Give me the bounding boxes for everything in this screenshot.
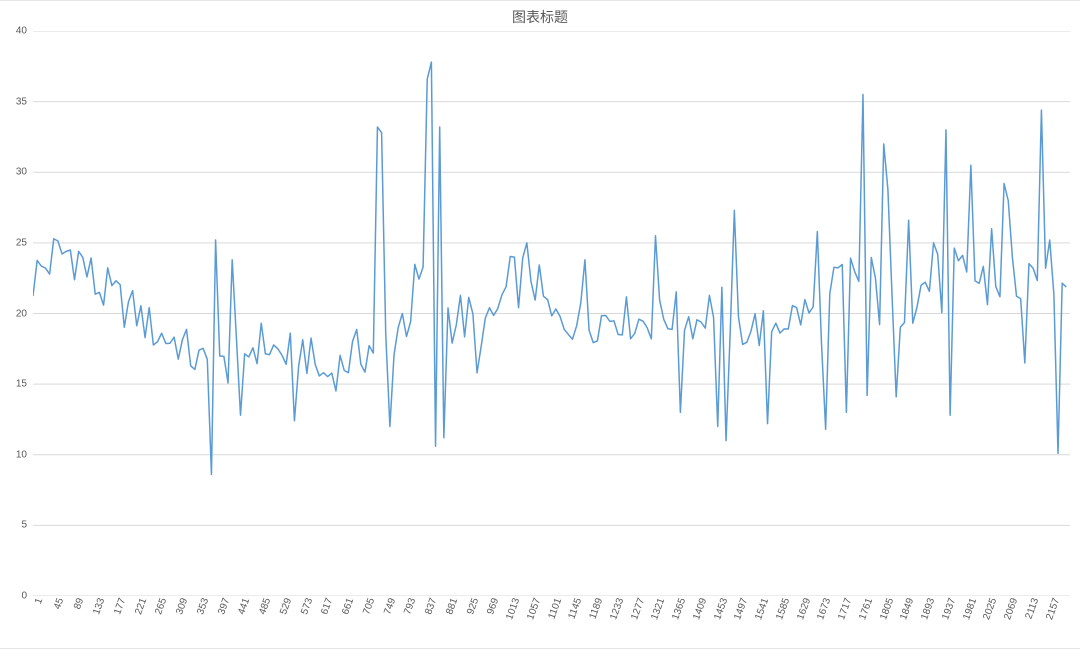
x-tick-label: 529 [276,596,294,616]
x-tick-label: 1541 [752,596,772,621]
x-tick-label: 2157 [1042,596,1062,621]
x-tick-label: 1805 [876,596,896,621]
x-tick-label: 221 [131,596,149,616]
x-tick-label: 837 [422,596,440,616]
x-tick-label: 1013 [503,596,523,621]
x-tick-label: 485 [256,596,274,616]
y-tick-label: 35 [16,96,33,107]
x-tick-label: 705 [359,596,377,616]
x-tick-label: 617 [318,596,336,616]
x-tick-label: 1189 [586,596,606,621]
y-tick-label: 20 [16,308,33,319]
x-tick-label: 969 [484,596,502,616]
x-tick-label: 1145 [565,596,585,621]
x-tick-label: 2025 [980,596,1000,621]
x-tick-label: 1717 [835,596,855,621]
x-tick-label: 1 [31,596,45,606]
chart-container: 图表标题 05101520253035401458913317722126530… [0,0,1080,649]
x-tick-label: 133 [90,596,108,616]
chart-title: 图表标题 [0,7,1080,27]
x-tick-label: 1673 [814,596,834,621]
x-tick-label: 925 [463,596,481,616]
line-series [33,62,1066,474]
x-tick-label: 1409 [689,596,709,621]
x-tick-label: 397 [214,596,232,616]
x-tick-label: 1453 [710,596,730,621]
x-tick-label: 1893 [918,596,938,621]
y-tick-label: 30 [16,167,33,178]
x-tick-label: 1761 [855,596,875,621]
y-tick-label: 40 [16,26,33,37]
x-tick-label: 1629 [793,596,813,621]
x-tick-label: 441 [235,596,253,616]
x-tick-label: 1849 [897,596,917,621]
x-tick-label: 1233 [606,596,626,621]
x-tick-label: 1277 [627,596,647,621]
x-tick-label: 1365 [669,596,689,621]
x-tick-label: 573 [297,596,315,616]
x-tick-label: 1321 [648,596,668,621]
x-tick-label: 309 [173,596,191,616]
x-tick-label: 793 [401,596,419,616]
x-tick-label: 661 [339,596,357,616]
y-tick-label: 15 [16,379,33,390]
y-tick-label: 25 [16,237,33,248]
y-tick-label: 5 [21,520,33,531]
x-tick-label: 1101 [544,596,564,621]
x-tick-label: 881 [442,596,460,616]
x-tick-label: 45 [50,596,66,611]
x-tick-label: 2069 [1001,596,1021,621]
x-tick-label: 89 [71,596,87,611]
x-tick-label: 1585 [772,596,792,621]
plot-area: 0510152025303540145891331772212653093533… [33,31,1070,596]
chart-svg [33,31,1070,596]
x-tick-label: 265 [152,596,170,616]
x-tick-label: 177 [110,596,128,616]
x-tick-label: 1057 [523,596,543,621]
x-tick-label: 1981 [959,596,979,621]
x-tick-label: 1937 [938,596,958,621]
x-tick-label: 2113 [1022,596,1042,621]
x-tick-label: 353 [193,596,211,616]
x-tick-label: 749 [380,596,398,616]
y-tick-label: 10 [16,449,33,460]
x-tick-label: 1497 [731,596,751,621]
